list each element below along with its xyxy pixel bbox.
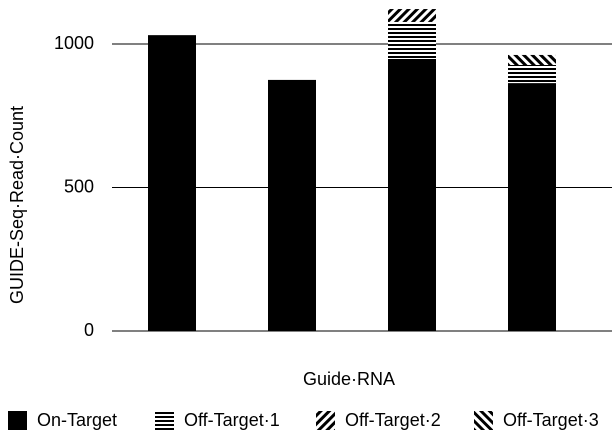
legend-label: On-Target bbox=[37, 410, 117, 430]
bar-segment bbox=[148, 35, 196, 331]
bar-segment bbox=[508, 64, 556, 84]
x-axis-label: Guide·RNA bbox=[303, 369, 395, 389]
y-tick-label: 1000 bbox=[54, 33, 94, 53]
y-tick-label: 500 bbox=[64, 176, 94, 196]
legend-label: Off-Target·1 bbox=[184, 410, 280, 430]
bar-segment bbox=[388, 21, 436, 59]
legend-swatch bbox=[474, 411, 493, 430]
bar-segment bbox=[508, 54, 556, 65]
legend-swatch bbox=[316, 411, 335, 430]
y-tick-label: 0 bbox=[84, 320, 94, 340]
legend-swatch bbox=[8, 411, 27, 430]
bar-segment bbox=[268, 79, 316, 331]
bar-segment bbox=[388, 9, 436, 22]
legend-label: Off-Target·2 bbox=[345, 410, 441, 430]
legend-label: Off-Target·3 bbox=[503, 410, 599, 430]
legend-swatch bbox=[155, 411, 174, 430]
bar-segment bbox=[508, 83, 556, 331]
bar-segment bbox=[388, 58, 436, 332]
y-axis-label: GUIDE-Seq·Read·Count bbox=[7, 106, 27, 304]
